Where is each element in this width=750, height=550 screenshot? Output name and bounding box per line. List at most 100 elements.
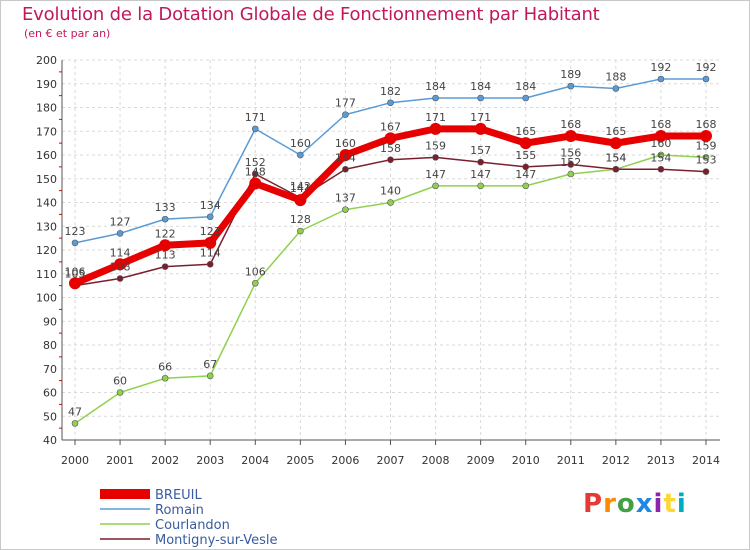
- data-point: [116, 389, 124, 396]
- data-label: 133: [155, 201, 176, 214]
- data-point: [339, 149, 352, 161]
- chart-title: Evolution de la Dotation Globale de Fonc…: [22, 4, 600, 25]
- x-tick-label: 2004: [241, 454, 269, 467]
- data-label: 113: [155, 249, 176, 262]
- y-tick-label: 110: [36, 268, 57, 281]
- data-label: 165: [605, 125, 626, 138]
- data-label: 184: [425, 80, 446, 93]
- data-point: [477, 158, 484, 166]
- x-tick-label: 2005: [286, 454, 314, 467]
- series-group: [69, 75, 712, 427]
- data-point: [657, 151, 665, 159]
- axes: [59, 60, 720, 445]
- data-label: 152: [245, 156, 266, 169]
- data-label: 154: [605, 151, 626, 164]
- data-point: [297, 227, 304, 235]
- data-label: 154: [335, 151, 356, 164]
- data-point: [474, 122, 487, 135]
- data-label: 122: [155, 227, 176, 240]
- chart-subtitle: (en € et par an): [24, 27, 111, 40]
- y-tick-label: 60: [43, 387, 57, 400]
- data-label: 106: [245, 265, 266, 278]
- data-label: 189: [560, 68, 581, 81]
- data-label: 66: [158, 360, 172, 373]
- x-tick-label: 2014: [692, 454, 720, 467]
- data-label: 154: [605, 151, 626, 164]
- data-point: [387, 156, 394, 164]
- data-label: 171: [470, 111, 491, 124]
- data-point: [161, 263, 169, 270]
- data-label: 137: [335, 192, 356, 205]
- data-point: [206, 372, 214, 380]
- data-label: 184: [515, 80, 536, 93]
- data-label: 134: [200, 199, 221, 212]
- data-point: [161, 374, 169, 382]
- data-label: 168: [650, 118, 671, 131]
- data-point: [564, 130, 577, 142]
- data-label: 177: [335, 97, 356, 110]
- data-point: [702, 154, 710, 161]
- x-tick-label: 2007: [377, 454, 405, 467]
- data-label: 105: [65, 268, 86, 281]
- data-point: [567, 82, 575, 90]
- data-point: [432, 94, 439, 102]
- data-label: 158: [380, 142, 401, 155]
- data-point: [429, 122, 442, 135]
- y-tick-label: 160: [36, 149, 57, 162]
- data-point: [477, 182, 484, 190]
- logo-letter: r: [603, 489, 617, 519]
- y-tick-label: 130: [36, 220, 57, 233]
- x-tick-label: 2006: [331, 454, 359, 467]
- grid: [62, 59, 720, 441]
- data-point: [159, 239, 172, 252]
- data-label: 168: [560, 118, 581, 131]
- data-label: 157: [470, 144, 491, 157]
- data-label: 154: [650, 151, 671, 164]
- data-label: 147: [470, 168, 491, 181]
- data-point: [612, 165, 620, 173]
- legend-label: Montigny-sur-Vesle: [155, 533, 277, 548]
- data-label: 192: [650, 61, 671, 74]
- data-point: [384, 132, 397, 145]
- data-label: 152: [560, 156, 581, 169]
- y-tick-labels: 40 50 60 70 80 90 100 110 120 130 140 150 160 170 180 1…: [36, 54, 57, 447]
- y-tick-label: 150: [36, 173, 57, 186]
- y-tick-label: 200: [36, 54, 57, 67]
- x-tick-label: 2009: [467, 454, 495, 467]
- data-label: 142: [290, 180, 311, 193]
- logo-letter: P: [583, 489, 604, 519]
- data-label: 171: [245, 111, 266, 124]
- data-point: [654, 130, 667, 142]
- data-point: [251, 279, 259, 287]
- data-point: [161, 215, 169, 223]
- data-label: 160: [335, 137, 356, 150]
- data-point: [702, 168, 710, 175]
- data-point: [477, 94, 484, 102]
- legend-label: BREUIL: [155, 488, 203, 503]
- data-point: [657, 75, 665, 83]
- data-point: [522, 182, 530, 190]
- data-point: [567, 170, 575, 178]
- data-label: 108: [110, 261, 131, 274]
- data-label: 182: [380, 85, 401, 98]
- data-point: [251, 170, 259, 178]
- data-label: 167: [380, 120, 401, 133]
- data-point: [387, 99, 394, 107]
- x-tick-label: 2003: [196, 454, 224, 467]
- data-point: [116, 275, 124, 282]
- data-point: [612, 85, 620, 92]
- data-point: [702, 75, 710, 83]
- data-label: 156: [560, 147, 581, 160]
- data-label: 123: [200, 225, 221, 238]
- data-point: [342, 111, 349, 118]
- data-point: [206, 260, 214, 268]
- data-label: 114: [200, 246, 221, 259]
- y-tick-label: 80: [43, 339, 57, 352]
- data-label: 184: [470, 80, 491, 93]
- logo-letter: x: [635, 489, 654, 519]
- data-point: [69, 277, 81, 290]
- x-tick-label: 2010: [512, 454, 540, 467]
- data-point: [71, 420, 79, 427]
- data-label: 114: [110, 246, 131, 259]
- data-point: [204, 236, 217, 249]
